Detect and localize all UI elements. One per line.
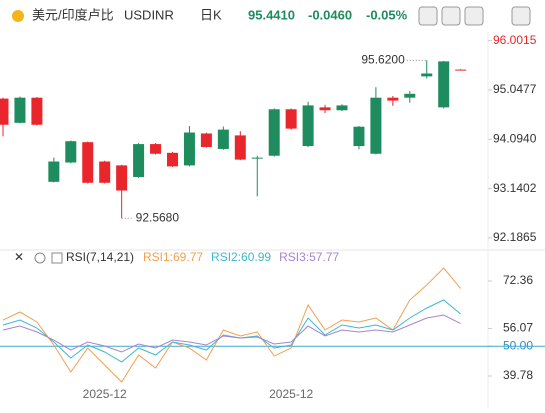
- candle-body: [438, 61, 450, 108]
- rsi-line: [2, 267, 462, 383]
- candle-body: [183, 132, 195, 166]
- candle-body: [302, 105, 314, 147]
- y-tick-label: 96.0015: [493, 33, 537, 47]
- tool-button[interactable]: [441, 6, 461, 26]
- x-tick-label: 2025-12: [83, 387, 127, 401]
- legend-entry: RSI2:60.99: [211, 250, 271, 264]
- candle-body: [48, 161, 60, 182]
- tool-button[interactable]: [418, 6, 438, 26]
- candle-body: [234, 135, 246, 160]
- candle-body: [370, 97, 382, 154]
- legend-entry: RSI3:57.77: [279, 250, 339, 264]
- candle-body: [319, 107, 331, 111]
- period[interactable]: 日K: [200, 7, 222, 22]
- last-price: 95.4410: [248, 7, 295, 22]
- flag-icon: [12, 10, 24, 22]
- code: USDINR: [124, 7, 174, 22]
- y-tick-label: 50.00: [503, 338, 533, 352]
- y-tick-label: 95.0477: [493, 82, 537, 96]
- change-pct: -0.05%: [366, 7, 408, 22]
- candle-body: [285, 109, 297, 129]
- rsi-line: [2, 314, 461, 353]
- candle-body: [65, 141, 77, 163]
- indicator-title: RSI(7,14,21): [66, 250, 134, 264]
- y-tick-label: 56.07: [503, 321, 533, 335]
- candle-body: [133, 144, 145, 177]
- change: -0.0460: [308, 7, 352, 22]
- settings-icon[interactable]: [34, 252, 46, 264]
- candle-body: [31, 97, 43, 125]
- min-label: 92.5680: [136, 210, 180, 224]
- candle-body: [14, 97, 26, 123]
- candle-body: [353, 126, 365, 147]
- collapse-icon[interactable]: ✕: [14, 250, 24, 264]
- candle-body: [217, 129, 229, 149]
- candle-body: [387, 97, 399, 101]
- candle-body: [0, 98, 9, 125]
- tool-button[interactable]: [464, 6, 484, 26]
- candle-body: [200, 133, 212, 147]
- candle-body: [167, 152, 178, 167]
- candle-body: [455, 69, 467, 71]
- y-tick-label: 93.1402: [493, 181, 537, 195]
- toggle-icon[interactable]: [51, 252, 63, 264]
- tool-button[interactable]: [511, 6, 531, 26]
- y-tick-label: 94.0940: [493, 131, 537, 145]
- candle-body: [150, 144, 162, 154]
- candle-body: [82, 142, 94, 183]
- x-tick-label: 2025-12: [269, 387, 313, 401]
- candle-body: [404, 93, 416, 98]
- candle-body: [99, 161, 111, 183]
- max-label: 95.6200: [361, 53, 405, 67]
- candle-body: [116, 165, 128, 191]
- legend-entry: RSI1:69.77: [143, 250, 203, 264]
- y-tick-label: 72.36: [503, 273, 533, 287]
- candle-body: [421, 73, 433, 77]
- y-tick-label: 39.78: [503, 368, 533, 382]
- candle-body: [251, 157, 263, 159]
- candle-body: [336, 105, 348, 111]
- candle-body: [268, 109, 280, 156]
- symbol: 美元/印度卢比: [32, 7, 114, 22]
- y-tick-label: 92.1865: [493, 230, 537, 244]
